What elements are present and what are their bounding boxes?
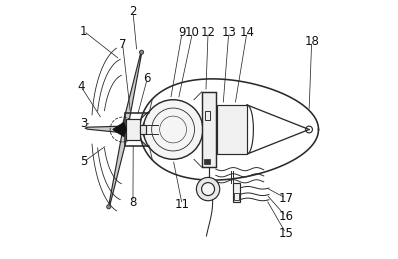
Text: 2: 2 [129, 5, 137, 18]
Bar [125, 113, 149, 146]
Text: 18: 18 [304, 35, 319, 48]
Text: 13: 13 [221, 26, 236, 39]
Polygon shape [109, 129, 129, 207]
Text: 1: 1 [80, 25, 88, 38]
Bar [217, 105, 247, 154]
Bar [204, 159, 210, 164]
Text: 3: 3 [80, 117, 88, 130]
Bar [233, 183, 240, 202]
Circle shape [140, 50, 144, 54]
Text: 14: 14 [240, 26, 254, 39]
Polygon shape [113, 122, 127, 137]
Text: 16: 16 [278, 210, 293, 223]
Bar [202, 92, 216, 167]
Circle shape [202, 183, 215, 196]
Bar [140, 125, 146, 134]
Text: 17: 17 [278, 192, 293, 205]
Polygon shape [85, 126, 124, 133]
Bar [127, 119, 140, 140]
Text: 10: 10 [185, 26, 200, 39]
Bar [205, 111, 211, 120]
Text: 7: 7 [119, 38, 126, 51]
Polygon shape [121, 52, 142, 130]
Circle shape [107, 205, 111, 209]
Text: 4: 4 [77, 80, 85, 93]
Text: 8: 8 [129, 196, 137, 208]
Bar [234, 193, 240, 200]
Text: 12: 12 [201, 26, 216, 39]
Text: 11: 11 [175, 198, 190, 211]
Circle shape [196, 177, 220, 201]
Text: 6: 6 [143, 73, 151, 85]
Text: 5: 5 [80, 155, 88, 168]
Text: 9: 9 [178, 26, 186, 39]
Circle shape [143, 100, 203, 159]
Text: 15: 15 [278, 227, 293, 240]
